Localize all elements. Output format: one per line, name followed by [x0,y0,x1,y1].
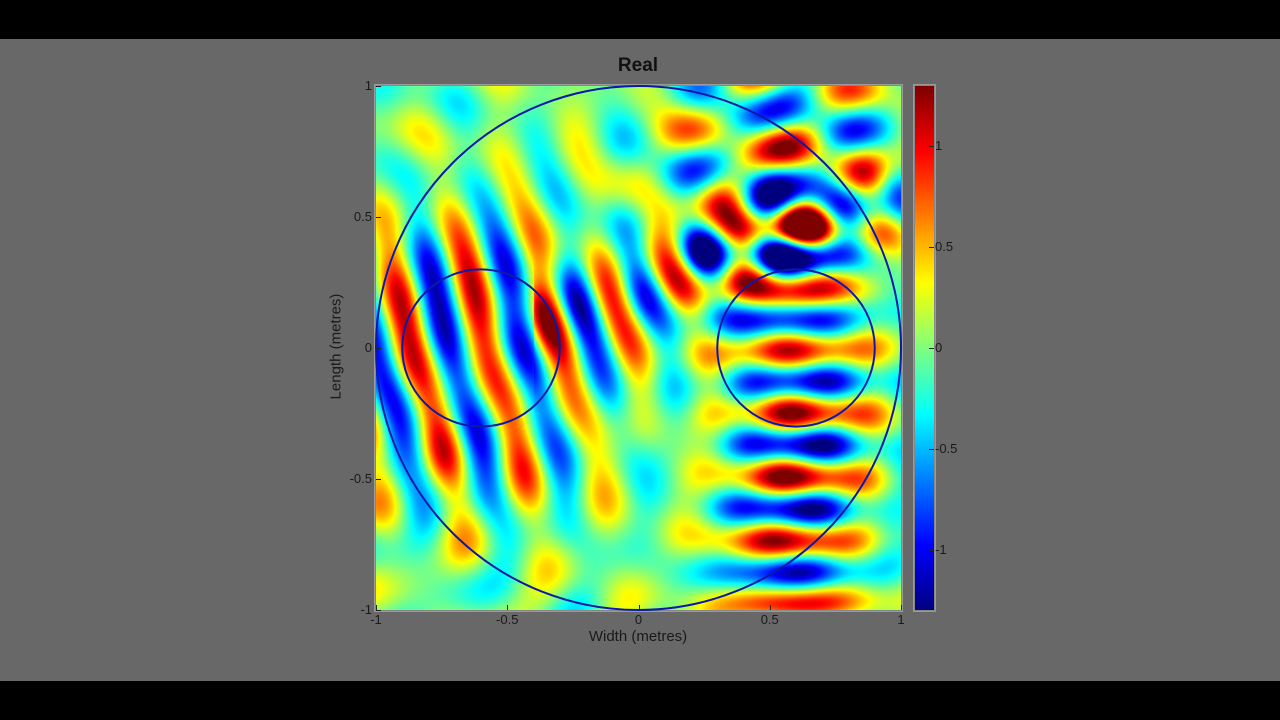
colorbar-tick-label: 1 [935,138,943,154]
right-source-circle [716,268,876,428]
colorbar-tick-label: 0.5 [935,239,954,255]
letterbox-top [0,0,1280,39]
x-tick-label: -1 [370,612,382,627]
x-tick-mark [638,605,640,610]
y-tick-label: -1 [360,602,372,617]
x-tick-mark [376,605,377,610]
letterbox-bottom [0,681,1280,720]
chart-title: Real [617,55,659,76]
outer-boundary-circle [375,85,902,611]
x-axis-label: Width (metres) [588,628,688,645]
colorbar-tick-label: -1 [935,541,947,557]
colorbar-tick-mark [929,448,934,450]
y-tick-label: 0.5 [353,209,372,224]
y-tick-mark [376,479,381,480]
heatmap-field [376,86,901,610]
x-tick-label: -0.5 [496,612,519,627]
y-tick-label: 0 [364,340,372,355]
y-tick-label: 1 [364,78,372,93]
y-tick-mark [376,217,381,218]
colorbar-tick-label: 0 [935,340,943,355]
x-tick-mark [901,605,902,610]
y-tick-mark [376,86,381,87]
y-tick-mark [376,610,381,611]
y-axis-label: Length (metres) [327,293,345,400]
colorbar-tick-mark [929,348,934,349]
circle-overlays [375,85,902,611]
colorbar-tick-mark [929,549,934,551]
colorbar [915,86,934,610]
colorbar-tick-mark [929,247,934,249]
x-tick-label: 0 [634,612,643,627]
y-tick-label: -0.5 [349,471,372,486]
x-tick-label: 0.5 [760,612,779,627]
x-tick-mark [507,605,509,610]
left-source-circle [401,268,561,428]
colorbar-tick-label: -0.5 [935,440,958,456]
y-tick-mark [376,348,381,349]
colorbar-tick-mark [929,146,934,148]
x-tick-mark [769,605,771,610]
x-tick-label: 1 [897,612,905,627]
